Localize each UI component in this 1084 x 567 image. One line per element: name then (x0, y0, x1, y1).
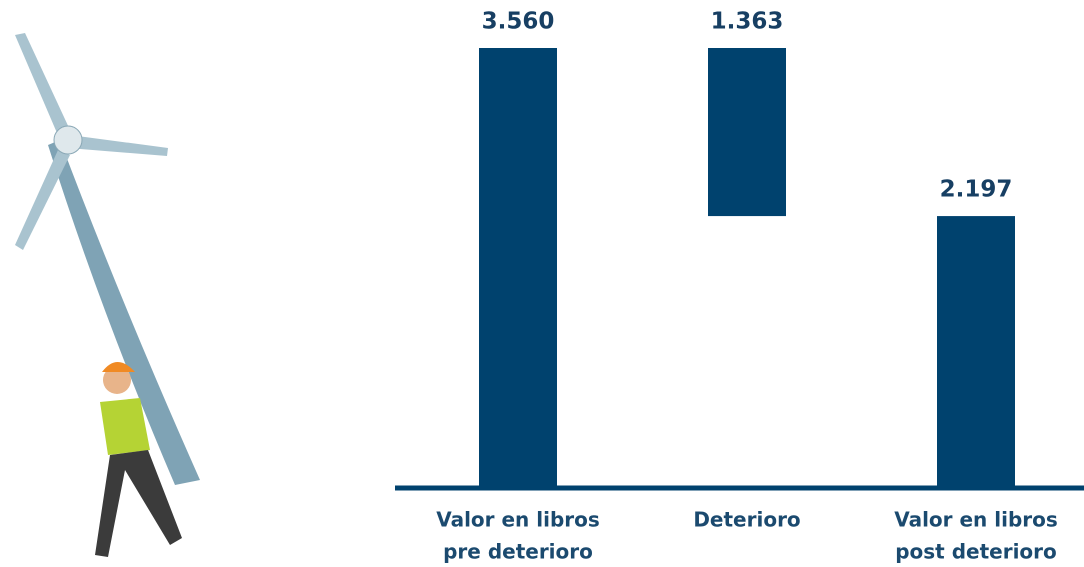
bar (479, 48, 557, 487)
x-tick-label: pre deterioro (443, 540, 593, 564)
turbine-hub (53, 125, 83, 155)
x-tick-label: Deterioro (693, 508, 800, 532)
illustration (15, 33, 200, 557)
bar (708, 48, 786, 217)
worker-legs (95, 450, 182, 557)
value-label: 3.560 (482, 9, 555, 35)
worker-vest (100, 398, 150, 455)
x-tick-label: Valor en libros (894, 508, 1058, 532)
turbine-blade (15, 33, 70, 140)
turbine-blade (15, 150, 70, 250)
value-label: 1.363 (711, 9, 784, 35)
x-tick-label: post deterioro (895, 540, 1057, 564)
x-tick-label: Valor en libros (436, 508, 600, 532)
bar (937, 216, 1015, 487)
value-label: 2.197 (940, 177, 1013, 203)
turbine-blade (68, 135, 168, 156)
turbine-blade-carried (48, 140, 200, 485)
worker-helmet (102, 362, 135, 372)
worker-head (103, 366, 131, 394)
